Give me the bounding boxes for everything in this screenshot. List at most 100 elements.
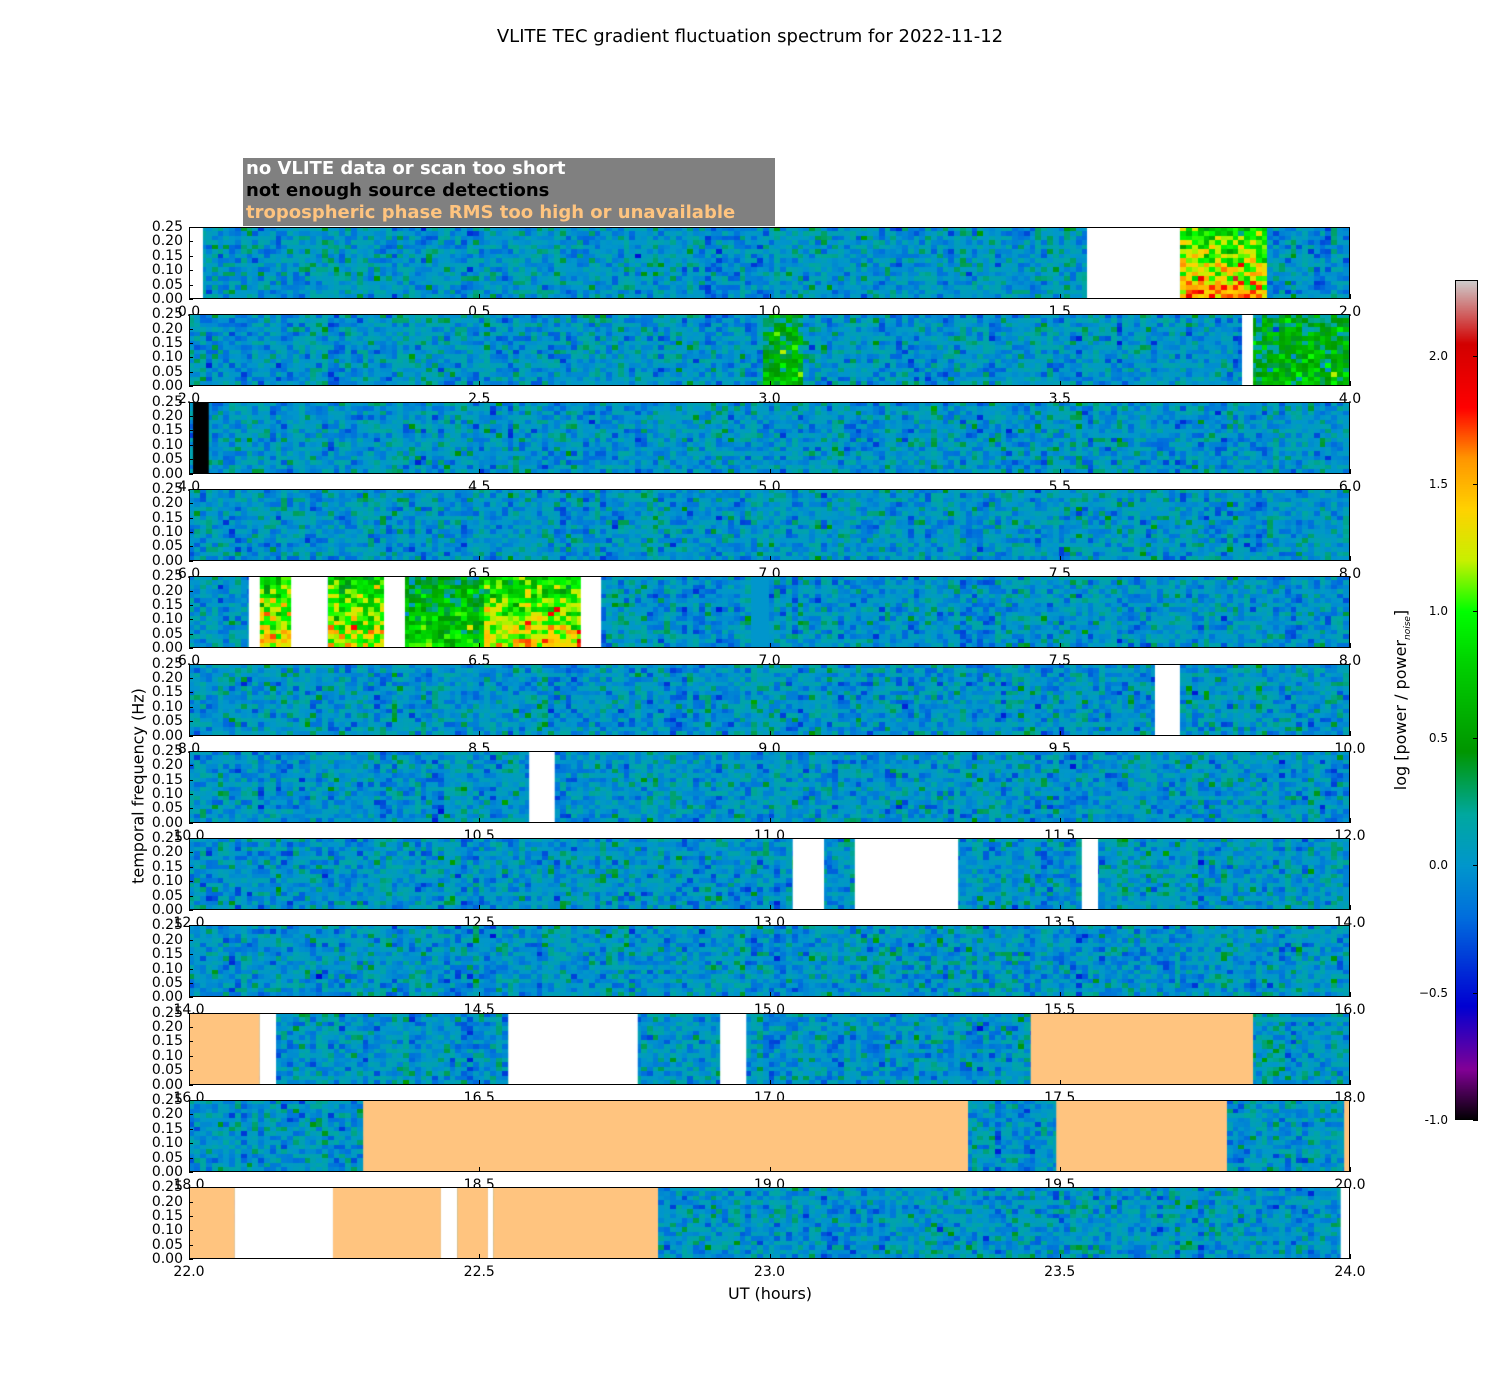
y-tick-label: 0.00 — [151, 640, 183, 657]
y-tick-label: 0.15 — [151, 422, 183, 439]
y-tick-label: 0.10 — [151, 1135, 183, 1152]
colorbar: -1.0 −0.5 0.0 0.5 1.0 1.5 2.0 — [1419, 280, 1478, 1126]
segment-no-data — [508, 1013, 637, 1085]
segment-no-data — [291, 576, 328, 648]
y-tick-label: 0.25 — [151, 1092, 183, 1108]
colorbar-tick-label: 1.0 — [1428, 603, 1448, 618]
spectrogram-image — [189, 1187, 1350, 1260]
segment-no-data — [793, 838, 824, 910]
y-tick-label: 0.00 — [151, 465, 183, 482]
spectrogram-image — [189, 750, 1350, 823]
segment-tropo — [189, 1187, 235, 1259]
y-tick-label: 0.00 — [151, 291, 183, 307]
spectrogram-panel: 0.00 0.05 0.10 0.15 0.20 0.25 12.0 12.5 13.0 13.5… — [152, 831, 1366, 930]
spectrogram-image — [189, 488, 1350, 561]
y-tick-label: 0.15 — [151, 771, 183, 788]
spectrogram-panel: 0.00 0.05 0.10 0.15 0.20 0.25 2.0 2.5 3.0 3.5 4.0 — [152, 307, 1361, 406]
y-tick-label: 0.20 — [151, 669, 183, 686]
segment-tropo — [363, 1100, 968, 1172]
y-tick-label: 0.20 — [151, 320, 183, 337]
x-axis-label: UT (hours) — [727, 1284, 813, 1303]
y-tick-label: 0.00 — [151, 902, 183, 919]
y-tick-label: 0.05 — [151, 538, 183, 555]
y-tick-label: 0.05 — [151, 974, 183, 991]
y-tick-label: 0.15 — [151, 247, 183, 264]
y-tick-label: 0.20 — [151, 1106, 183, 1123]
y-tick-label: 0.00 — [151, 1251, 183, 1268]
spectrogram-panel: 0.00 0.05 0.10 0.15 0.20 0.25 4.0 4.5 5.0 5.5 6.0 — [152, 395, 1361, 494]
y-tick-label: 0.25 — [151, 742, 183, 759]
segment-tropo — [1031, 1013, 1253, 1085]
colorbar-label: log [power / powernoise] — [1390, 609, 1414, 791]
spectrogram-image — [189, 576, 1350, 649]
y-tick-label: 0.15 — [151, 946, 183, 963]
y-tick-label: 0.15 — [151, 1120, 183, 1137]
y-tick-label: 0.15 — [151, 1208, 183, 1225]
y-tick-label: 0.10 — [151, 436, 183, 453]
segment-no-data — [1242, 314, 1253, 386]
segment-no-data — [1087, 227, 1180, 299]
segment-no-data — [1082, 838, 1098, 910]
segment-tropo — [457, 1187, 488, 1259]
x-tick-label: 22.0 — [173, 1264, 205, 1281]
colorbar-tick-label: −0.5 — [1418, 985, 1448, 1000]
y-tick-label: 0.25 — [151, 480, 183, 497]
y-tick-label: 0.10 — [151, 1047, 183, 1064]
y-tick-label: 0.15 — [151, 596, 183, 613]
y-tick-label: 0.10 — [151, 524, 183, 541]
segment-tropo — [189, 1013, 260, 1085]
y-tick-label: 0.05 — [151, 451, 183, 468]
y-axis-label: temporal frequency (Hz) — [128, 688, 148, 884]
colorbar-tick-label: 1.5 — [1428, 476, 1448, 491]
y-tick-label: 0.05 — [151, 1149, 183, 1166]
segment-no-data — [260, 1013, 276, 1085]
y-tick-label: 0.25 — [151, 830, 183, 847]
segment-no-data — [529, 751, 555, 823]
y-tick-label: 0.00 — [151, 1164, 183, 1180]
y-tick-label: 0.00 — [151, 989, 183, 1006]
y-tick-label: 0.05 — [151, 800, 183, 817]
spectrogram-panel: 0.00 0.05 0.10 0.15 0.20 0.25 14.0 14.5 15.0 15.5… — [152, 918, 1366, 1017]
x-tick-label: 23.0 — [753, 1264, 786, 1281]
y-tick-label: 0.00 — [151, 727, 183, 744]
segment-tropo — [1344, 1100, 1350, 1172]
colorbar-gradient — [1455, 280, 1478, 1120]
segment-no-data — [441, 1187, 457, 1259]
legend-tropo: tropospheric phase RMS too high or unava… — [246, 202, 736, 223]
y-tick-label: 0.05 — [151, 1062, 183, 1079]
spectrogram-panel: 0.00 0.05 0.10 0.15 0.20 0.25 6.0 6.5 7.0 7.5 8.0 — [152, 482, 1361, 581]
spectrogram-panel: 0.00 0.05 0.10 0.15 0.20 0.25 18.0 18.5 19.0 19.5… — [152, 1093, 1366, 1192]
y-tick-label: 0.25 — [151, 1179, 183, 1196]
segment-tropo — [1056, 1100, 1227, 1172]
spectrogram-image — [189, 401, 1350, 474]
y-tick-label: 0.20 — [151, 582, 183, 599]
y-tick-label: 0.20 — [151, 844, 183, 861]
y-tick-label: 0.15 — [151, 509, 183, 526]
y-tick-label: 0.00 — [151, 814, 183, 831]
y-tick-label: 0.10 — [151, 960, 183, 977]
spectrogram-panel: 0.00 0.05 0.10 0.15 0.20 0.25 6.0 6.5 7.0 7.5 8.0 — [152, 569, 1361, 668]
y-tick-label: 0.20 — [151, 495, 183, 512]
y-tick-label: 0.20 — [151, 1019, 183, 1036]
x-tick-label: 24.0 — [1334, 1264, 1366, 1281]
y-tick-label: 0.15 — [151, 1033, 183, 1050]
y-tick-label: 0.25 — [151, 568, 183, 585]
spectrogram-image — [189, 1012, 1350, 1085]
segment-no-data — [189, 227, 203, 299]
y-tick-label: 0.05 — [151, 625, 183, 642]
y-tick-label: 0.05 — [151, 887, 183, 904]
y-tick-label: 0.05 — [151, 363, 183, 380]
y-tick-label: 0.25 — [151, 917, 183, 934]
y-tick-label: 0.20 — [151, 407, 183, 424]
segment-no-data — [1155, 664, 1180, 736]
segment-tropo — [333, 1187, 441, 1259]
segment-no-data — [384, 576, 405, 648]
y-tick-label: 0.25 — [151, 1004, 183, 1021]
spectrogram-panel: 0.00 0.05 0.10 0.15 0.20 0.25 10.0 10.5 11.0 11.5… — [152, 744, 1366, 843]
y-tick-label: 0.15 — [151, 684, 183, 701]
spectrogram-panel: 0.00 0.05 0.10 0.15 0.20 0.25 22.0 22.5 23.0 23.5… — [152, 1180, 1366, 1279]
y-tick-label: 0.10 — [151, 1222, 183, 1239]
y-tick-label: 0.10 — [151, 873, 183, 890]
segment-tropo — [493, 1187, 658, 1259]
y-tick-label: 0.10 — [151, 349, 183, 366]
